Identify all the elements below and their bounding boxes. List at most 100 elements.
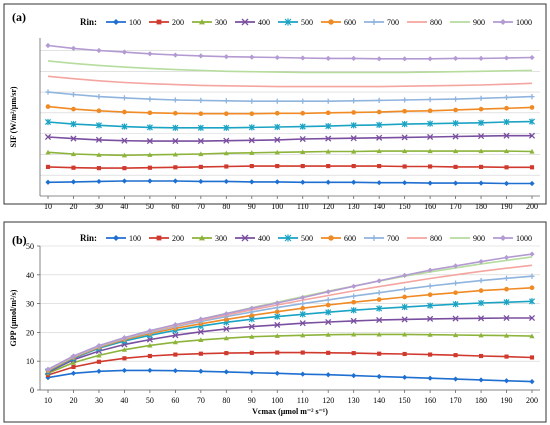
data-point [274, 313, 281, 320]
legend-marker [284, 234, 292, 242]
x-tick-label: 80 [222, 396, 230, 405]
data-point [401, 316, 408, 323]
data-point [173, 165, 178, 170]
data-point [71, 165, 76, 170]
legend-label: 900 [473, 234, 485, 243]
data-point [96, 108, 102, 114]
x-tick-label: 170 [450, 396, 462, 405]
data-point [478, 106, 484, 112]
data-point [325, 55, 331, 61]
data-point [70, 120, 77, 128]
legend-label: 700 [387, 18, 399, 27]
data-point [503, 132, 510, 139]
data-point [122, 166, 127, 171]
data-point [504, 165, 509, 170]
legend-label: 800 [430, 234, 442, 243]
data-point [401, 120, 408, 128]
series-line [47, 44, 533, 60]
data-point [223, 178, 229, 185]
data-point [70, 135, 77, 142]
data-point [452, 280, 459, 286]
data-point [376, 56, 382, 62]
data-point [376, 278, 382, 284]
series-900 [47, 60, 533, 74]
legend: Rin: 100 200 300 400 500 600 700 800 900 1000 [80, 17, 532, 27]
data-point [402, 294, 407, 300]
data-point [223, 137, 230, 144]
series-500 [44, 118, 536, 131]
data-point [147, 51, 153, 57]
data-point [503, 332, 510, 338]
data-point [223, 54, 229, 60]
data-point [377, 163, 382, 169]
x-tick-label: 40 [120, 202, 128, 211]
x-tick-label: 140 [373, 202, 385, 211]
data-point [121, 95, 128, 101]
x-tick-label: 160 [424, 396, 436, 405]
data-point [350, 317, 357, 324]
data-point [452, 148, 459, 154]
data-point [70, 91, 77, 98]
legend-label: 600 [344, 234, 356, 243]
data-point [326, 163, 331, 169]
data-point [197, 138, 204, 145]
data-point [249, 313, 255, 318]
legend-label: 300 [215, 18, 227, 27]
legend-label: 900 [473, 18, 485, 27]
data-point [503, 180, 510, 187]
data-point [351, 179, 357, 185]
data-point [45, 375, 51, 381]
chart-panel-a: (a) 10 20 30 40 50 60 70 80 90 100 110 120 130 140 150 1… [3, 3, 547, 211]
data-point [477, 133, 485, 140]
data-point [427, 96, 433, 103]
series-line [47, 105, 533, 115]
y-axis-title: GPP (μmol/m²/s) [9, 289, 18, 346]
data-point [402, 351, 407, 357]
data-point [529, 105, 535, 110]
legend-marker [241, 234, 249, 242]
series-line [47, 134, 532, 142]
data-point [325, 110, 331, 116]
y-tick-label: 40 [26, 271, 34, 280]
data-point [325, 289, 331, 295]
legend-label: 800 [430, 18, 442, 27]
legend-marker [284, 18, 292, 26]
data-point [325, 148, 331, 154]
legend-marker [113, 19, 119, 25]
legend-marker [328, 19, 334, 25]
data-point [44, 118, 52, 126]
data-point [402, 286, 408, 292]
data-point [121, 137, 128, 144]
panel-label: (a) [12, 10, 26, 24]
data-point [300, 163, 305, 169]
data-point [529, 180, 535, 187]
data-point [198, 164, 203, 169]
series-line [47, 317, 532, 373]
data-point [376, 297, 382, 302]
data-point [478, 353, 484, 359]
data-point [224, 164, 229, 169]
data-point [172, 97, 178, 103]
data-point [147, 96, 153, 102]
legend-marker [371, 235, 377, 241]
data-point [528, 118, 536, 125]
x-tick-label: 70 [197, 202, 205, 211]
x-tick-label: 20 [69, 396, 77, 405]
x-tick-label: 60 [171, 202, 179, 211]
series-line [47, 351, 533, 376]
data-point [223, 124, 230, 131]
data-point [198, 316, 204, 322]
data-point [402, 272, 408, 278]
data-point [249, 163, 254, 169]
series-300 [45, 331, 535, 376]
data-point [478, 180, 484, 186]
data-point [503, 118, 510, 126]
data-point [274, 179, 280, 185]
data-point [274, 321, 281, 328]
legend-marker [371, 19, 377, 25]
data-point [173, 110, 178, 116]
data-point [274, 110, 280, 116]
data-point [70, 360, 77, 365]
data-point [96, 47, 102, 54]
data-point [122, 109, 127, 115]
